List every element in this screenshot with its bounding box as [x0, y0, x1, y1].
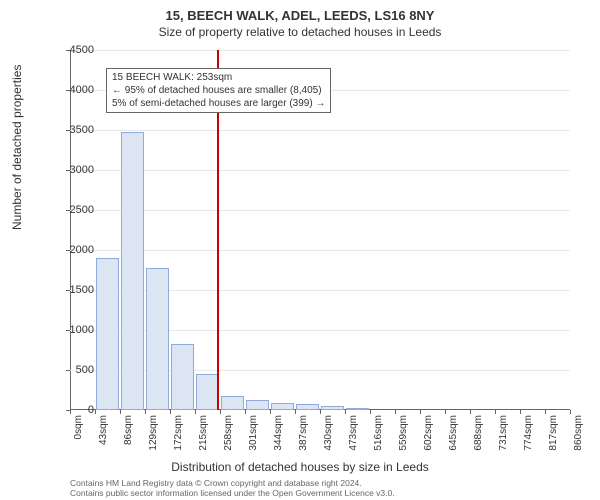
xtick-label: 559sqm [398, 415, 409, 451]
xtick-label: 430sqm [323, 415, 334, 451]
xtick-label: 731sqm [498, 415, 509, 451]
gridline [70, 330, 570, 331]
xtick-mark [420, 410, 421, 414]
xtick-label: 516sqm [373, 415, 384, 451]
xtick-label: 860sqm [573, 415, 584, 451]
bar [221, 396, 244, 410]
xtick-mark [520, 410, 521, 414]
xtick-label: 172sqm [173, 415, 184, 451]
bar [196, 374, 219, 410]
plot-area: 15 BEECH WALK: 253sqm ← 95% of detached … [70, 50, 570, 410]
xtick-label: 129sqm [148, 415, 159, 451]
xtick-label: 301sqm [248, 415, 259, 451]
bar [346, 408, 369, 410]
xtick-mark [395, 410, 396, 414]
gridline [70, 130, 570, 131]
xtick-mark [245, 410, 246, 414]
gridline [70, 210, 570, 211]
ytick-label: 4500 [54, 44, 94, 56]
ytick-label: 1000 [54, 324, 94, 336]
annotation-line2: 5% of semi-detached houses are larger (3… [112, 97, 325, 110]
ytick-label: 2500 [54, 204, 94, 216]
bar [321, 406, 344, 410]
xtick-label: 258sqm [223, 415, 234, 451]
annotation-title: 15 BEECH WALK: 253sqm [112, 71, 325, 84]
xtick-mark [370, 410, 371, 414]
xtick-label: 602sqm [423, 415, 434, 451]
xtick-label: 387sqm [298, 415, 309, 451]
chart-title: 15, BEECH WALK, ADEL, LEEDS, LS16 8NY [0, 0, 600, 23]
xtick-label: 688sqm [473, 415, 484, 451]
ytick-label: 3500 [54, 124, 94, 136]
xtick-mark [570, 410, 571, 414]
chart-subtitle: Size of property relative to detached ho… [0, 23, 600, 39]
footer: Contains HM Land Registry data © Crown c… [70, 478, 395, 498]
xtick-label: 645sqm [448, 415, 459, 451]
bar [121, 132, 144, 410]
footer-line1: Contains HM Land Registry data © Crown c… [70, 478, 395, 488]
ytick-label: 0 [54, 404, 94, 416]
xtick-label: 215sqm [198, 415, 209, 451]
xtick-mark [95, 410, 96, 414]
xtick-mark [495, 410, 496, 414]
xtick-label: 0sqm [73, 415, 84, 439]
ytick-label: 3000 [54, 164, 94, 176]
xtick-mark [270, 410, 271, 414]
ytick-label: 2000 [54, 244, 94, 256]
y-axis-line [70, 50, 71, 410]
annotation-line1: ← 95% of detached houses are smaller (8,… [112, 84, 325, 97]
xtick-mark [170, 410, 171, 414]
bar [96, 258, 119, 410]
xtick-mark [545, 410, 546, 414]
xtick-label: 473sqm [348, 415, 359, 451]
gridline [70, 170, 570, 171]
ytick-label: 4000 [54, 84, 94, 96]
xtick-mark [145, 410, 146, 414]
bar [246, 400, 269, 410]
gridline [70, 370, 570, 371]
xtick-mark [295, 410, 296, 414]
bar [271, 403, 294, 410]
bar [146, 268, 169, 410]
x-axis-label: Distribution of detached houses by size … [0, 460, 600, 474]
gridline [70, 50, 570, 51]
xtick-label: 43sqm [98, 415, 109, 445]
xtick-label: 774sqm [523, 415, 534, 451]
xtick-mark [220, 410, 221, 414]
xtick-label: 86sqm [123, 415, 134, 445]
xtick-mark [470, 410, 471, 414]
ytick-label: 1500 [54, 284, 94, 296]
xtick-label: 817sqm [548, 415, 559, 451]
chart-container: 15, BEECH WALK, ADEL, LEEDS, LS16 8NY Si… [0, 0, 600, 500]
xtick-label: 344sqm [273, 415, 284, 451]
xtick-mark [345, 410, 346, 414]
xtick-mark [195, 410, 196, 414]
gridline [70, 290, 570, 291]
bar [296, 404, 319, 410]
footer-line2: Contains public sector information licen… [70, 488, 395, 498]
bar [171, 344, 194, 410]
ytick-label: 500 [54, 364, 94, 376]
gridline [70, 250, 570, 251]
xtick-mark [320, 410, 321, 414]
annotation-box: 15 BEECH WALK: 253sqm ← 95% of detached … [106, 68, 331, 113]
y-axis-label: Number of detached properties [10, 65, 24, 230]
xtick-mark [445, 410, 446, 414]
xtick-mark [120, 410, 121, 414]
